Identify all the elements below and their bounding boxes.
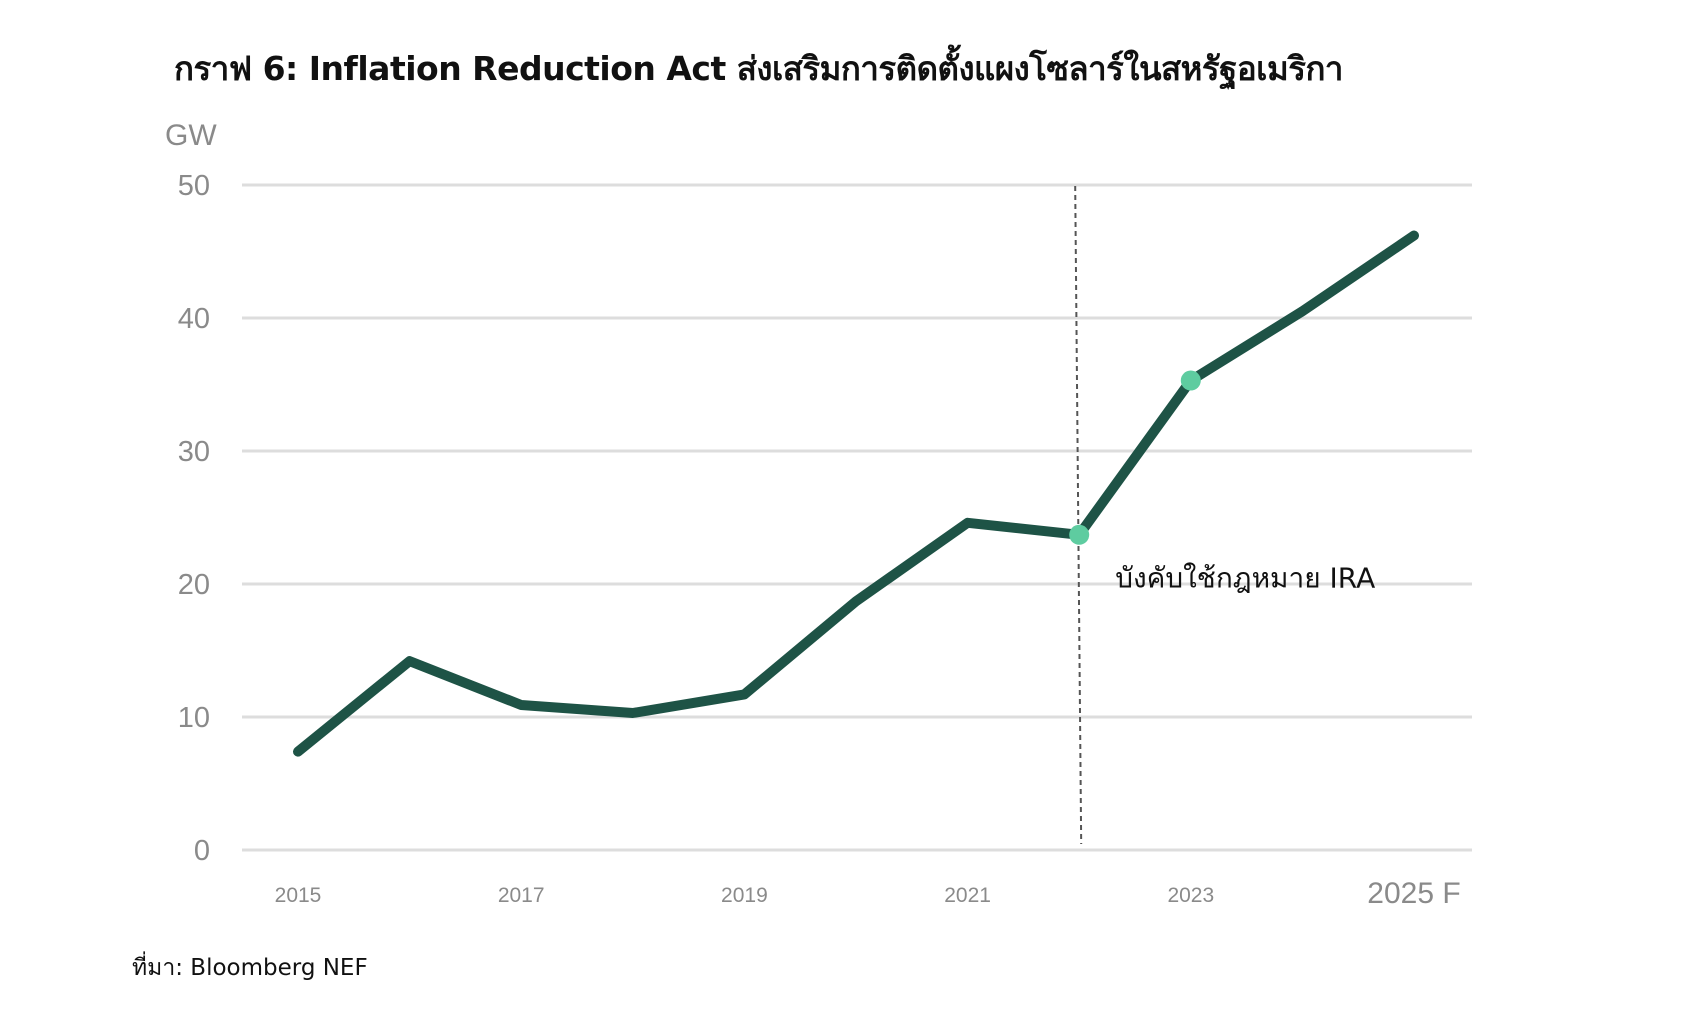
y-tick-label: 10	[178, 702, 210, 734]
series-line	[293, 230, 1419, 757]
y-tick-label: 0	[194, 835, 210, 867]
y-axis-ticks: GW 0 10 20 30 40 50	[165, 119, 217, 867]
highlight-point	[1180, 370, 1201, 391]
series-lines	[293, 230, 1419, 757]
x-tick-label: 2019	[721, 884, 768, 907]
x-tick-label: 2021	[944, 884, 991, 907]
ira-marker-line	[1074, 185, 1083, 845]
x-tick-label: 2017	[498, 884, 545, 907]
x-tick-label: 2015	[275, 884, 322, 907]
chart-title: กราฟ 6: Inflation Reduction Act ส่งเสริม…	[174, 49, 1343, 88]
y-axis-label: GW	[165, 119, 217, 152]
ira-vertical-line	[1074, 185, 1083, 845]
highlight-point	[1069, 524, 1090, 545]
highlight-points	[1069, 370, 1201, 545]
y-tick-label: 40	[178, 303, 210, 335]
source-note: ที่มา: Bloomberg NEF	[132, 955, 368, 981]
x-tick-label: 2025 F	[1367, 877, 1460, 910]
y-tick-label: 20	[178, 569, 210, 601]
y-tick-label: 50	[178, 170, 210, 202]
x-axis-ticks: 2015 2017 2019 2021 2023 2025 F	[275, 877, 1461, 910]
y-tick-label: 30	[178, 436, 210, 468]
annotations: บังคับใช้กฎหมาย IRA	[1115, 561, 1375, 594]
ira-annotation: บังคับใช้กฎหมาย IRA	[1115, 561, 1375, 594]
x-tick-label: 2023	[1167, 884, 1214, 907]
grid-lines	[242, 183, 1472, 852]
